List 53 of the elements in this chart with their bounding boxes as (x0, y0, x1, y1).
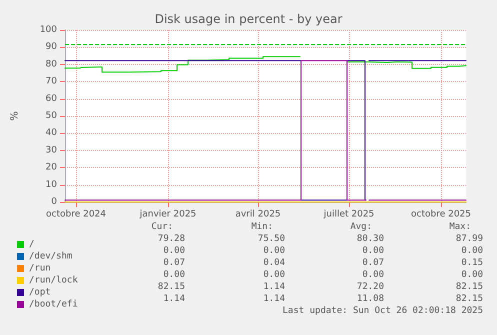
text: 80.30 (356, 234, 384, 244)
text: 0.15 (461, 258, 483, 268)
text: 0.00 (362, 246, 384, 256)
text: 79.28 (158, 234, 185, 244)
y-tick-label: 60 (46, 94, 58, 104)
y-tick-label: 90 (46, 42, 58, 52)
x-tick-label: octobre 2025 (410, 210, 472, 220)
text: 0.04 (263, 258, 285, 268)
text: Avg: (350, 222, 372, 232)
legend-label: /run (29, 264, 51, 274)
legend-label: /run/lock (29, 276, 78, 286)
text: 0.00 (263, 246, 285, 256)
text: Max: (449, 222, 471, 232)
x-tick-label: janvier 2025 (138, 210, 196, 220)
text: Cur: (151, 222, 173, 232)
chart-title: Disk usage in percent - by year (154, 12, 342, 26)
legend-label: /boot/efi (29, 300, 78, 310)
text: 0.07 (362, 258, 384, 268)
y-tick-label: 70 (46, 76, 58, 87)
legend-label: /opt (29, 288, 51, 298)
text: Min: (251, 222, 273, 232)
text: 0.07 (163, 258, 185, 268)
text: 1.14 (263, 282, 285, 292)
x-tick-label: octobre 2024 (46, 210, 106, 220)
y-tick-label: 30 (46, 145, 58, 156)
text: 82.15 (456, 294, 483, 304)
legend-label: /dev/shm (29, 252, 72, 262)
text: 0.00 (461, 246, 483, 256)
y-tick-label: 0 (51, 197, 58, 207)
text: 82.15 (456, 282, 483, 292)
text: 0.00 (263, 270, 285, 280)
text: 11.08 (356, 294, 384, 304)
text: 82.15 (158, 282, 185, 292)
y-tick-label: 20 (46, 162, 58, 173)
y-tick-label: 50 (46, 111, 58, 121)
y-tick-label: 40 (46, 128, 58, 138)
text: 1.14 (263, 294, 285, 304)
text: 1.14 (163, 294, 185, 304)
text: 0.00 (163, 270, 185, 280)
x-tick-label: juillet 2025 (322, 210, 374, 220)
y-tick-label: 10 (46, 180, 58, 190)
text: Last update: Sun Oct 26 02:00:18 2025 (282, 306, 483, 316)
text: 87.99 (456, 234, 483, 244)
text: 0.00 (163, 246, 185, 256)
text: 0.00 (461, 270, 483, 280)
text: 0.00 (362, 270, 384, 280)
text: 72.20 (356, 282, 384, 292)
x-tick-label: avril 2025 (235, 210, 281, 220)
text: 75.50 (258, 234, 285, 244)
legend-label: / (29, 240, 34, 250)
y-tick-label: 80 (46, 59, 58, 70)
y-tick-label: 100 (40, 25, 58, 35)
y-axis-title: % (10, 111, 20, 121)
